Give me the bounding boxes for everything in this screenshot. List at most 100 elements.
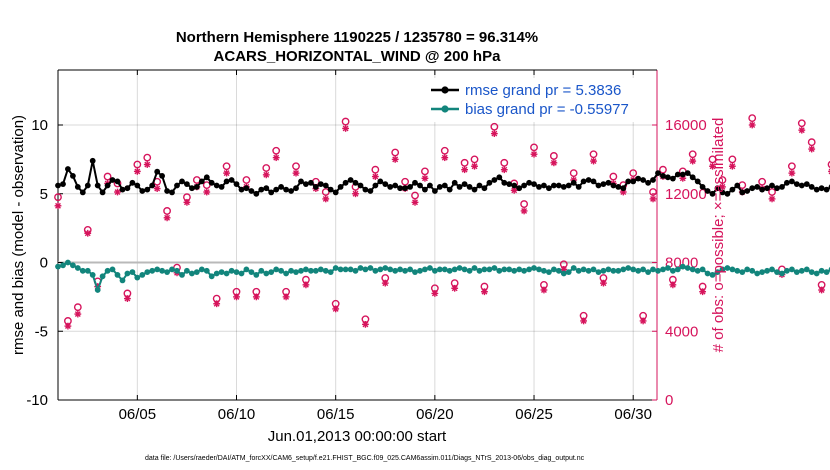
bias-point [317, 266, 324, 273]
bias-point [74, 265, 81, 271]
x-tick-label: 06/20 [416, 406, 454, 423]
asterisk-stroke [580, 317, 587, 324]
bias-point [129, 269, 136, 275]
bias-point [149, 267, 156, 274]
asterisk-stroke [273, 154, 280, 161]
rmse-point [114, 178, 121, 185]
rmse-point [253, 190, 260, 197]
possible-obs-point [202, 181, 211, 190]
asterisk-stroke [729, 163, 736, 170]
bias-point [70, 262, 76, 269]
bias-point [189, 270, 195, 277]
possible-obs-point [391, 148, 400, 157]
asterisk-stroke [451, 285, 458, 292]
asterisk-stroke [521, 207, 528, 214]
bias-point [610, 267, 617, 274]
rmse-point [694, 178, 701, 185]
rmse-point [813, 186, 820, 193]
asterisk-stroke [640, 317, 647, 324]
asterisk-stroke [154, 185, 161, 192]
rmse-point [575, 184, 582, 190]
rmse-point [615, 184, 622, 190]
rmse-point [476, 182, 483, 189]
rmse-point [104, 182, 111, 189]
rmse-point [570, 179, 577, 186]
rmse-point [164, 188, 171, 194]
rmse-point [298, 178, 304, 185]
asterisk-stroke [74, 311, 81, 318]
rmse-point [159, 173, 166, 179]
bias-point [526, 266, 532, 273]
bias-point [193, 269, 200, 275]
bias-point [555, 267, 562, 274]
rmse-point [645, 179, 651, 186]
rmse-point [471, 186, 478, 193]
possible-obs-point [73, 303, 82, 312]
bias-point [565, 269, 572, 275]
assimilated-obs-point [74, 310, 82, 318]
possible-obs-point [440, 146, 449, 155]
assimilated-obs-point [282, 293, 290, 301]
bias-point [372, 267, 379, 274]
bias-point [60, 262, 66, 269]
bias-point [511, 267, 518, 274]
bias-point [531, 265, 537, 271]
assimilated-obs-point [262, 171, 270, 179]
bias-point [546, 269, 552, 275]
rmse-point [521, 182, 527, 189]
bias-point [392, 267, 399, 274]
bias-point [109, 266, 116, 273]
asterisk-stroke [798, 127, 805, 134]
rmse-point [154, 168, 161, 175]
x-tick-label: 06/25 [515, 406, 553, 423]
bias-point [476, 267, 483, 274]
asterisk-stroke [362, 321, 369, 328]
asterisk-stroke [223, 170, 230, 177]
asterisk-stroke [481, 288, 488, 295]
rmse-point [109, 177, 116, 183]
assimilated-obs-point [580, 317, 588, 325]
rmse-point [258, 186, 265, 193]
rmse-point [84, 182, 91, 189]
bias-point [774, 269, 780, 275]
right-y-axis-label: # of obs: o=possible; ×=assimilated [710, 118, 727, 353]
bias-point [159, 267, 166, 274]
possible-obs-point [222, 162, 231, 171]
bias-point [387, 266, 394, 273]
rmse-point [759, 186, 765, 193]
rmse-point [660, 173, 666, 179]
x-ticks: 06/05 06/10 06/15 06/20 06/25 06/30 [119, 70, 652, 423]
rmse-point [377, 178, 384, 185]
rmse-point [198, 178, 205, 185]
asterisk-stroke [541, 287, 547, 293]
rmse-point [734, 182, 741, 189]
possible-obs-point [470, 155, 479, 164]
rmse-point [288, 188, 294, 194]
assimilated-obs-point [441, 154, 449, 162]
bias-point [342, 266, 349, 273]
possible-obs-point [292, 162, 300, 171]
rmse-point [402, 185, 408, 192]
rmse-point [491, 177, 498, 183]
assimilated-obs-point [371, 173, 379, 180]
asterisk-stroke [124, 295, 131, 302]
bias-point [99, 273, 106, 280]
rmse-point [764, 185, 770, 192]
bias-point [516, 266, 523, 273]
rmse-point [208, 179, 215, 186]
rmse-point [134, 182, 141, 189]
rmse-point [674, 171, 681, 178]
bias-point [670, 267, 676, 274]
asterisk-stroke [471, 163, 478, 170]
chart-title-line2: ACARS_HORIZONTAL_WIND @ 200 hPa [214, 48, 502, 65]
asterisk-stroke [114, 189, 121, 195]
bias-point [417, 267, 423, 274]
assimilated-obs-point [768, 195, 776, 203]
rmse-point [793, 181, 800, 188]
bias-point [94, 287, 101, 293]
data-file-footer: data file: /Users/raeder/DAI/ATM_forcXX/… [145, 455, 585, 462]
bias-point [724, 265, 731, 271]
asterisk-stroke [283, 293, 290, 300]
rmse-point [704, 188, 711, 194]
possible-obs-point [718, 176, 727, 184]
